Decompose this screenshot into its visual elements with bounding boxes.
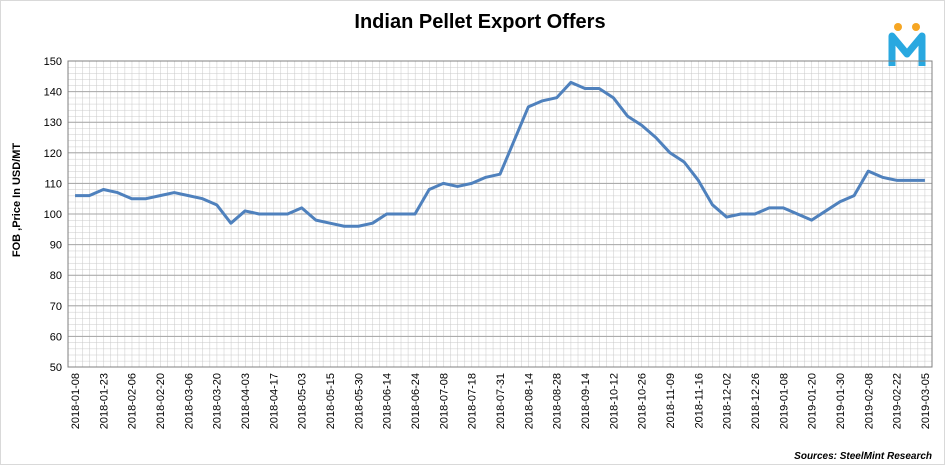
x-tick-label: 2018-05-03 [297, 373, 309, 429]
x-tick-label: 2019-01-08 [778, 373, 790, 429]
x-tick-label: 2018-08-14 [523, 373, 535, 429]
line [75, 80, 925, 228]
x-tick-label: 2018-04-03 [240, 373, 252, 429]
y-axis-label: FOB ,Price In USD/MT [11, 143, 23, 258]
y-tick-label: 70 [50, 301, 62, 313]
plot-border [67, 60, 933, 368]
y-tick-label: 50 [50, 362, 62, 374]
y-tick-label: 110 [44, 178, 62, 190]
x-tick-label: 2018-06-24 [410, 373, 422, 429]
x-tick-label: 2018-05-30 [353, 373, 365, 429]
x-tick-label: 2019-02-08 [863, 373, 875, 429]
x-tick-label: 2018-12-26 [750, 373, 762, 429]
x-tick-label: 2018-12-02 [722, 373, 734, 429]
x-tick-label: 2018-09-14 [580, 373, 592, 429]
x-tick-label: 2018-10-26 [637, 373, 649, 429]
source: Sources: SteelMint Research [794, 451, 932, 462]
x-tick-label: 2018-03-20 [212, 373, 224, 429]
x-tick-label: 2019-03-05 [920, 373, 932, 429]
x-tick-label: 2018-07-31 [495, 373, 507, 429]
x-tick-label: 2018-02-06 [127, 373, 139, 429]
x-tick-label: 2018-03-06 [183, 373, 195, 429]
y-tick-label: 120 [44, 148, 62, 160]
x-tick-label: 2019-02-22 [892, 373, 904, 429]
x-tick-label: 2018-01-08 [70, 373, 82, 429]
x-tick-label: 2019-01-20 [807, 373, 819, 429]
y-tick-label: 100 [44, 209, 62, 221]
y-tick-label: 60 [50, 331, 62, 343]
chart-title: Indian Pellet Export Offers [354, 11, 605, 33]
x-tick-label: 2018-04-17 [268, 373, 280, 429]
x-tick-label: 2019-01-30 [835, 373, 847, 429]
x-tick-label: 2018-10-12 [608, 373, 620, 429]
y-tick-label: 140 [44, 87, 62, 99]
x-tick-label: 2018-07-08 [438, 373, 450, 429]
x-tick-label: 2018-11-09 [665, 373, 677, 428]
logo [888, 23, 926, 66]
x-tick-label: 2018-08-28 [552, 373, 564, 429]
y-tick-label: 80 [50, 270, 62, 282]
x-tick-label: 2018-05-15 [325, 373, 337, 429]
x-tick-label: 2018-11-16 [693, 373, 705, 428]
x-tick-label: 2018-02-20 [155, 373, 167, 429]
y-tick-label: 90 [50, 240, 62, 252]
x-tick-label: 2018-01-23 [98, 373, 110, 429]
x-tick-label: 2018-07-18 [467, 373, 479, 429]
y-tick-label: 130 [44, 117, 62, 129]
x-tick-label: 2018-06-14 [382, 373, 394, 429]
y-tick-label: 150 [44, 56, 62, 68]
